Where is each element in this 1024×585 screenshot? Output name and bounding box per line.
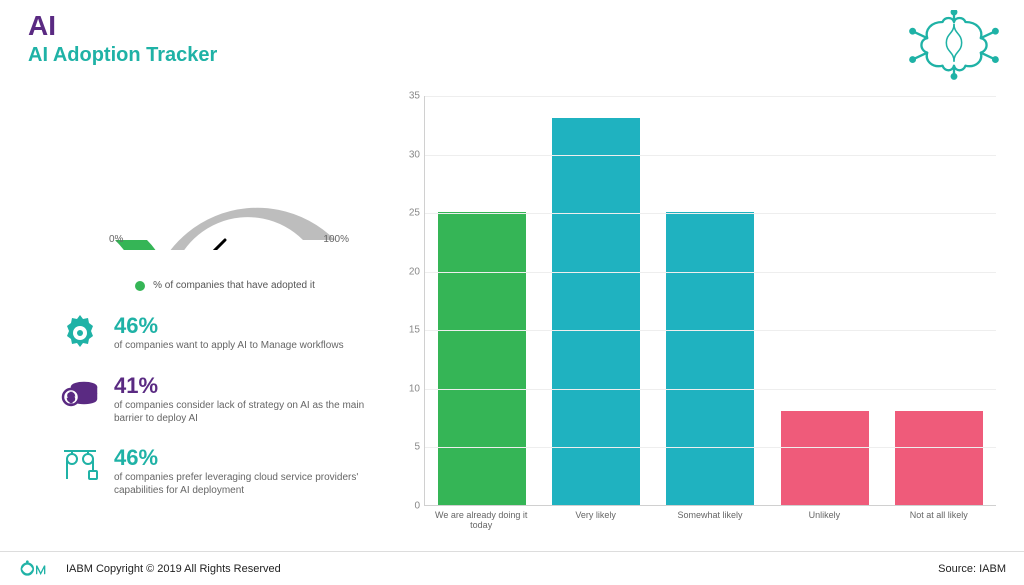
iabm-logo-icon bbox=[18, 558, 58, 580]
stat-text: 41% of companies consider lack of strate… bbox=[114, 373, 374, 425]
gridline bbox=[425, 272, 996, 273]
bar-wrapper bbox=[659, 212, 762, 505]
page-subtitle: AI Adoption Tracker bbox=[28, 44, 217, 67]
stat-desc: of companies prefer leveraging cloud ser… bbox=[114, 471, 374, 497]
y-tick-label: 35 bbox=[398, 91, 420, 102]
bar bbox=[438, 212, 526, 505]
bar-wrapper bbox=[773, 411, 876, 505]
chart-plot-area bbox=[424, 96, 996, 506]
bar bbox=[895, 411, 983, 505]
stat-desc: of companies consider lack of strategy o… bbox=[114, 399, 374, 425]
gauge-max-label: 100% bbox=[323, 234, 349, 245]
title-block: AI AI Adoption Tracker bbox=[28, 10, 217, 67]
stat-text: 46% of companies prefer leveraging cloud… bbox=[114, 445, 374, 497]
footer: IABM Copyright © 2019 All Rights Reserve… bbox=[0, 551, 1024, 585]
footer-copyright: IABM Copyright © 2019 All Rights Reserve… bbox=[66, 563, 281, 575]
bar bbox=[666, 212, 754, 505]
stats-list: 46% of companies want to apply AI to Man… bbox=[60, 313, 390, 497]
y-tick-label: 30 bbox=[398, 149, 420, 160]
y-tick-label: 5 bbox=[398, 442, 420, 453]
gridline bbox=[425, 155, 996, 156]
x-tick-label: Unlikely bbox=[767, 510, 881, 520]
bar-chart: 05101520253035We are already doing it to… bbox=[400, 96, 1000, 536]
bars-container bbox=[425, 96, 996, 505]
left-panel: 0% 100% % of companies that have adopted… bbox=[60, 110, 390, 517]
stat-row: 46% of companies prefer leveraging cloud… bbox=[60, 445, 390, 497]
x-tick-label: Very likely bbox=[539, 510, 653, 520]
stat-desc: of companies want to apply AI to Manage … bbox=[114, 339, 344, 352]
y-tick-label: 25 bbox=[398, 208, 420, 219]
bar-wrapper bbox=[887, 411, 990, 505]
gridline bbox=[425, 330, 996, 331]
x-tick-label: We are already doing it today bbox=[424, 510, 538, 530]
page: AI AI Adoption Tracker 0% 100% bbox=[0, 0, 1024, 585]
gauge-min-label: 0% bbox=[109, 234, 123, 245]
gauge-labels: 0% 100% bbox=[95, 250, 355, 266]
svg-text:$: $ bbox=[68, 392, 74, 404]
legend-text: % of companies that have adopted it bbox=[153, 280, 315, 291]
bar bbox=[781, 411, 869, 505]
gauge-legend: % of companies that have adopted it bbox=[60, 280, 390, 291]
money-icon: $ bbox=[60, 373, 100, 413]
x-tick-label: Not at all likely bbox=[882, 510, 996, 520]
stat-value: 41% bbox=[114, 373, 374, 399]
brain-icon bbox=[908, 10, 1000, 80]
y-tick-label: 20 bbox=[398, 266, 420, 277]
stat-text: 46% of companies want to apply AI to Man… bbox=[114, 313, 344, 352]
y-tick-label: 15 bbox=[398, 325, 420, 336]
stat-row: $ 41% of companies consider lack of stra… bbox=[60, 373, 390, 425]
footer-source: Source: IABM bbox=[938, 563, 1006, 575]
footer-left: IABM Copyright © 2019 All Rights Reserve… bbox=[18, 558, 281, 580]
gridline bbox=[425, 447, 996, 448]
gauge-chart bbox=[95, 110, 355, 250]
pulley-icon bbox=[60, 445, 100, 485]
stat-row: 46% of companies want to apply AI to Man… bbox=[60, 313, 390, 353]
y-tick-label: 0 bbox=[398, 501, 420, 512]
gridline bbox=[425, 213, 996, 214]
y-tick-label: 10 bbox=[398, 383, 420, 394]
page-title: AI bbox=[28, 10, 217, 42]
gear-icon bbox=[60, 313, 100, 353]
legend-dot bbox=[135, 281, 145, 291]
gridline bbox=[425, 96, 996, 97]
stat-value: 46% bbox=[114, 313, 344, 339]
bar-wrapper bbox=[431, 212, 534, 505]
stat-value: 46% bbox=[114, 445, 374, 471]
gridline bbox=[425, 389, 996, 390]
x-tick-label: Somewhat likely bbox=[653, 510, 767, 520]
